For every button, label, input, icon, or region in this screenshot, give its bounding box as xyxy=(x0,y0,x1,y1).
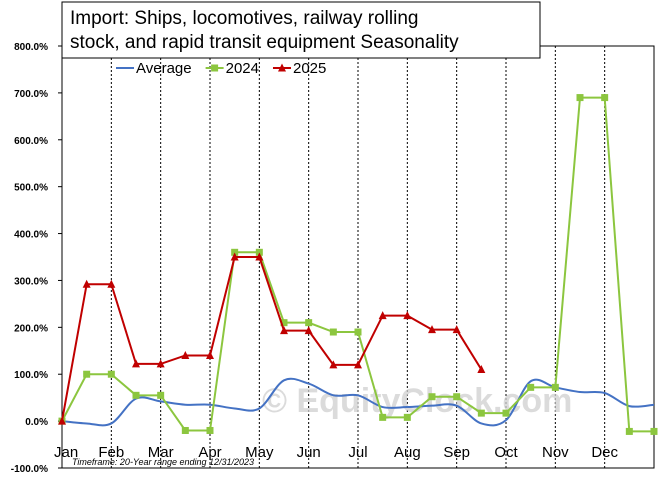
point-2025 xyxy=(132,359,140,368)
point-2025 xyxy=(280,326,288,335)
point-2025 xyxy=(82,279,91,288)
point-2024 xyxy=(107,370,115,378)
legend: Average 2024 2025 xyxy=(116,60,326,77)
point-2024 xyxy=(527,383,535,391)
point-2024 xyxy=(354,328,362,336)
x-tick-label: Oct xyxy=(494,444,518,461)
series-2025 xyxy=(58,252,486,425)
y-tick-label: 500.0% xyxy=(14,183,48,194)
point-2024 xyxy=(477,409,485,417)
point-2025 xyxy=(230,252,239,261)
timeframe-footnote: Timeframe: 20-Year range ending 12/31/20… xyxy=(72,457,254,467)
y-tick-label: 200.0% xyxy=(14,323,48,334)
point-2025 xyxy=(181,350,190,359)
x-tick-label: Sep xyxy=(443,444,470,461)
point-2024 xyxy=(83,370,91,378)
point-2024 xyxy=(231,248,239,256)
x-tick-label: Nov xyxy=(542,444,569,461)
point-2025 xyxy=(403,311,412,320)
x-tick-label: Aug xyxy=(394,444,421,461)
point-2024 xyxy=(502,409,510,417)
y-tick-label: 100.0% xyxy=(14,370,48,381)
point-2024 xyxy=(601,94,609,102)
y-tick-label: 0.0% xyxy=(25,417,48,428)
point-2024 xyxy=(280,319,288,327)
x-tick-label: Feb xyxy=(98,444,124,461)
point-2024 xyxy=(379,413,387,421)
legend-label-2025: 2025 xyxy=(293,60,326,77)
legend-item-2025: 2025 xyxy=(272,60,326,77)
x-tick-label: Dec xyxy=(591,444,618,461)
point-2024 xyxy=(453,393,461,401)
watermark: © EquityClock.com xyxy=(262,382,572,420)
y-tick-label: 800.0% xyxy=(14,42,48,53)
legend-marker-2025 xyxy=(277,63,286,72)
y-tick-label: 400.0% xyxy=(14,230,48,241)
chart-title-line-2: stock, and rapid transit equipment Seaso… xyxy=(70,32,459,53)
title-frame xyxy=(61,1,541,59)
x-tick-label: Jan xyxy=(54,444,78,461)
y-tick-label: -100.0% xyxy=(11,464,48,475)
point-2024 xyxy=(576,94,584,102)
legend-marker-2024 xyxy=(211,64,219,72)
point-2024 xyxy=(132,391,140,399)
point-2025 xyxy=(378,311,387,320)
point-2025 xyxy=(156,359,165,368)
point-2025 xyxy=(428,325,436,334)
series-layer xyxy=(58,94,658,435)
y-tick-label: 700.0% xyxy=(14,89,48,100)
point-2025 xyxy=(452,325,461,334)
point-2024 xyxy=(305,319,313,327)
legend-item-average: Average xyxy=(116,60,192,77)
point-2024 xyxy=(181,426,189,434)
point-2025 xyxy=(329,360,338,369)
point-2024 xyxy=(403,413,411,421)
x-tick-label: May xyxy=(245,444,274,461)
x-tick-label: Mar xyxy=(148,444,174,461)
point-2025 xyxy=(477,365,486,374)
point-2025 xyxy=(304,326,313,335)
point-2025 xyxy=(206,350,214,359)
point-2025 xyxy=(255,252,264,261)
series-line-2025 xyxy=(61,256,483,422)
point-2024 xyxy=(428,393,436,401)
point-2024 xyxy=(157,391,165,399)
x-tick-label: Apr xyxy=(198,444,221,461)
x-tick-label: Jun xyxy=(297,444,321,461)
point-2024 xyxy=(625,427,633,435)
point-2024 xyxy=(329,328,337,336)
point-2025 xyxy=(354,360,362,369)
legend-item-2024: 2024 xyxy=(205,60,259,77)
legend-label-2024: 2024 xyxy=(226,60,259,77)
point-2024 xyxy=(255,248,263,256)
chart-title-box: Import: Ships, locomotives, railway roll… xyxy=(61,1,541,59)
point-2025 xyxy=(107,279,116,288)
legend-label-average: Average xyxy=(136,60,192,77)
point-2024 xyxy=(206,426,214,434)
x-axis-ticks: Jan Feb Mar Apr May Jun Jul Aug Sep Oct Nov Dec xyxy=(54,444,618,461)
x-tick-label: Jul xyxy=(348,444,367,461)
y-tick-label: 300.0% xyxy=(14,276,48,287)
y-tick-label: 600.0% xyxy=(14,136,48,147)
point-2024 xyxy=(650,427,658,435)
chart-title-line-1: Import: Ships, locomotives, railway roll… xyxy=(70,8,418,29)
point-2024 xyxy=(551,383,559,391)
point-2025 xyxy=(58,416,66,425)
